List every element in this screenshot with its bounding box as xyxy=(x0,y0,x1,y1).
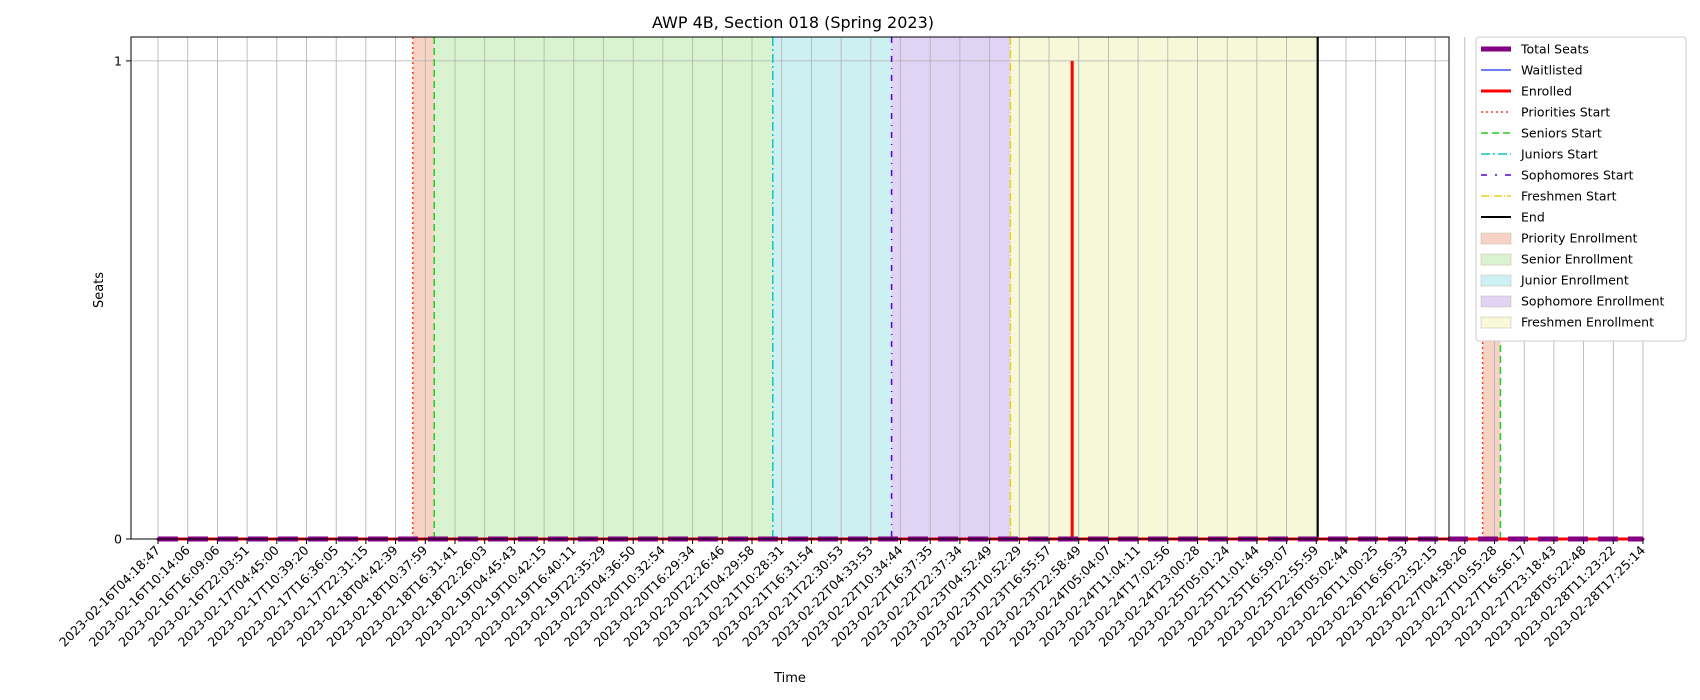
legend-label-total-seats: Total Seats xyxy=(1520,42,1589,57)
legend-label-freshmen-start: Freshmen Start xyxy=(1521,189,1617,204)
legend-label-priority-enrollment: Priority Enrollment xyxy=(1521,231,1638,246)
plot-frame xyxy=(130,36,1450,540)
chart-title: AWP 4B, Section 018 (Spring 2023) xyxy=(652,13,934,32)
legend-label-junior-enrollment: Junior Enrollment xyxy=(1520,273,1629,288)
legend-swatch-priority-enrollment xyxy=(1480,232,1512,245)
enrollment-spans xyxy=(412,37,1501,539)
legend-label-senior-enrollment: Senior Enrollment xyxy=(1521,252,1633,267)
span-priority-enrollment xyxy=(412,37,435,539)
legend: Total Seats Waitlisted Enrolled Priorities … xyxy=(1475,36,1687,342)
span-freshmen-enrollment xyxy=(1010,37,1318,539)
y-axis-ticks: 01 xyxy=(114,53,131,547)
legend-label-enrolled: Enrolled xyxy=(1521,84,1572,99)
y-tick-label: 1 xyxy=(114,53,122,68)
legend-label-sophomore-enrollment: Sophomore Enrollment xyxy=(1521,294,1665,309)
legend-swatch-junior-enrollment xyxy=(1480,274,1512,287)
legend-label-seniors-start: Seniors Start xyxy=(1521,126,1602,141)
legend-swatch-sophomore-enrollment xyxy=(1480,295,1512,308)
legend-box xyxy=(1475,36,1687,342)
y-axis-label: Seats xyxy=(92,272,107,308)
legend-label-freshmen-enrollment: Freshmen Enrollment xyxy=(1521,315,1654,330)
legend-swatch-freshmen-enrollment xyxy=(1480,316,1512,329)
legend-label-juniors-start: Juniors Start xyxy=(1520,147,1598,162)
legend-label-waitlisted: Waitlisted xyxy=(1521,63,1583,78)
y-tick-label: 0 xyxy=(114,532,122,547)
legend-label-end: End xyxy=(1521,210,1545,225)
span-junior-enrollment xyxy=(772,37,892,539)
legend-swatch-senior-enrollment xyxy=(1480,253,1512,266)
span-sophomore-enrollment xyxy=(891,37,1011,539)
x-axis-label: Time xyxy=(773,671,806,686)
legend-label-sophomores-start: Sophomores Start xyxy=(1521,168,1634,183)
legend-label-priorities-start: Priorities Start xyxy=(1521,105,1610,120)
